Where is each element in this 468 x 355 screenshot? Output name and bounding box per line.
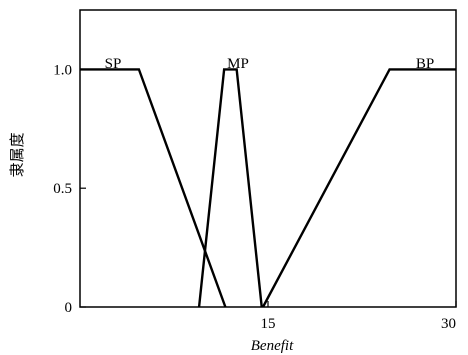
plot-frame <box>79 9 457 308</box>
series-label-bp: BP <box>416 56 434 72</box>
series-line-bp <box>261 68 456 308</box>
y-tick-label: 0 <box>65 300 73 316</box>
series-line-sp <box>80 68 227 308</box>
y-axis-label: 隶属度 <box>8 132 26 177</box>
y-tick-label: 0.5 <box>53 181 72 197</box>
series-label-mp: MP <box>227 56 249 72</box>
x-axis-label: Benefit <box>251 338 294 354</box>
y-tick-label: 1.0 <box>53 62 72 78</box>
axis-ticks: 0 0.5 1.0 15 30 <box>53 62 457 332</box>
x-tick-label: 15 <box>261 316 276 332</box>
series-labels: SP MP BP <box>105 56 435 72</box>
series-line-mp <box>197 68 263 308</box>
x-tick-label: 30 <box>441 316 456 332</box>
series-lines <box>80 68 456 308</box>
series-label-sp: SP <box>105 56 122 72</box>
